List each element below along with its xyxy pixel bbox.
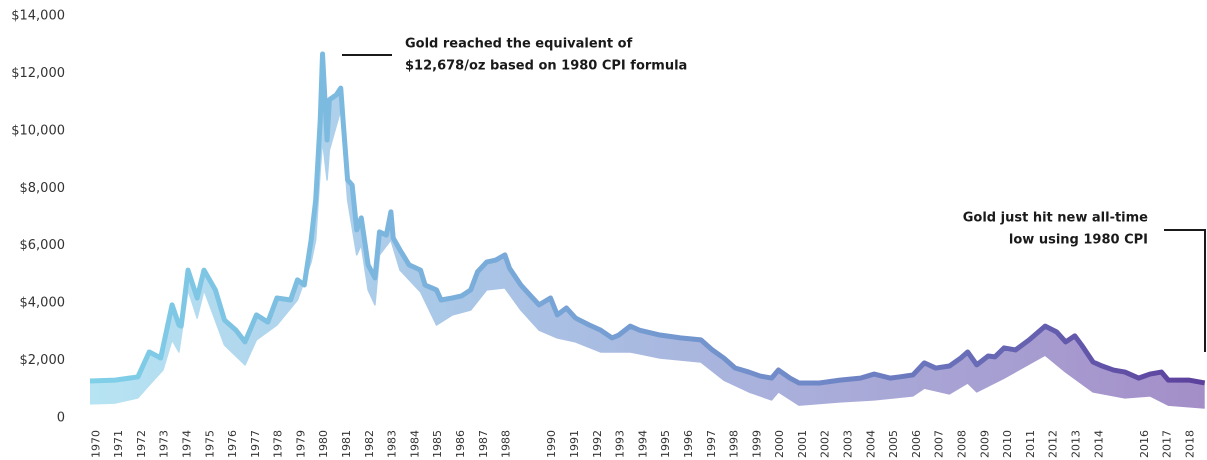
y-tick-label: $6,000 xyxy=(20,238,66,253)
x-tick-label: 1996 xyxy=(682,430,695,458)
x-tick-label: 1979 xyxy=(294,430,307,458)
x-tick-label: 1977 xyxy=(249,430,262,458)
x-tick-label: 1981 xyxy=(340,430,353,458)
y-tick-label: $4,000 xyxy=(20,296,66,311)
lower-line xyxy=(89,109,1205,409)
x-tick-label: 2011 xyxy=(1024,430,1037,458)
x-tick-label: 1985 xyxy=(431,430,444,458)
y-tick-label: 0 xyxy=(57,411,65,426)
x-tick-label: 1993 xyxy=(614,430,627,458)
x-tick-label: 2012 xyxy=(1047,430,1060,458)
x-tick-label: 1986 xyxy=(454,430,467,458)
x-tick-label: 2017 xyxy=(1161,430,1174,458)
x-tick-label: 2003 xyxy=(842,430,855,458)
x-tick-label: 2007 xyxy=(933,430,946,458)
annotation-leader xyxy=(1164,229,1206,352)
x-tick-label: 1975 xyxy=(203,430,216,458)
x-tick-label: 2001 xyxy=(796,430,809,458)
x-tick-label: 2000 xyxy=(773,430,786,458)
x-tick-label: 1972 xyxy=(135,430,148,458)
x-tick-label: 1991 xyxy=(568,430,581,458)
x-tick-label: 1974 xyxy=(180,430,193,458)
y-tick-label: $14,000 xyxy=(11,9,65,24)
y-tick-label: $12,000 xyxy=(11,66,65,81)
x-tick-label: 1995 xyxy=(659,430,672,458)
x-tick-label: 1973 xyxy=(158,430,171,458)
x-tick-label: 2002 xyxy=(819,430,832,458)
y-tick-label: $2,000 xyxy=(20,353,66,368)
x-tick-label: 1983 xyxy=(386,430,399,458)
x-tick-label: 2014 xyxy=(1092,430,1105,458)
annotation: Gold reached the equivalent of xyxy=(405,37,633,52)
x-tick-label: 1990 xyxy=(545,430,558,458)
x-tick-label: 2013 xyxy=(1070,430,1083,458)
x-tick-label: 2016 xyxy=(1138,430,1151,458)
x-tick-label: 1982 xyxy=(363,430,376,458)
x-tick-label: 1980 xyxy=(317,430,330,458)
y-tick-label: $8,000 xyxy=(20,181,66,196)
annotation: $12,678/oz based on 1980 CPI formula xyxy=(405,59,687,74)
x-tick-label: 2009 xyxy=(978,430,991,458)
x-tick-label: 2008 xyxy=(956,430,969,458)
x-tick-label: 2010 xyxy=(1001,430,1014,458)
x-tick-label: 1988 xyxy=(500,430,513,458)
x-tick-label: 1994 xyxy=(636,430,649,458)
annotation: low using 1980 CPI xyxy=(1009,233,1148,248)
x-tick-label: 1998 xyxy=(728,430,741,458)
x-tick-label: 1992 xyxy=(591,430,604,458)
x-tick-label: 1970 xyxy=(89,430,102,458)
x-tick-label: 1976 xyxy=(226,430,239,458)
x-tick-label: 2018 xyxy=(1183,430,1196,458)
x-tick-label: 2005 xyxy=(887,430,900,458)
x-tick-label: 2006 xyxy=(910,430,923,458)
x-tick-label: 1997 xyxy=(705,430,718,458)
x-tick-label: 1978 xyxy=(272,430,285,458)
upper-line xyxy=(89,51,1206,386)
x-tick-label: 1987 xyxy=(477,430,490,458)
annotation: Gold just hit new all-time xyxy=(963,211,1148,226)
x-tick-label: 1999 xyxy=(750,430,763,458)
x-tick-label: 1971 xyxy=(112,430,125,458)
y-tick-label: $10,000 xyxy=(11,123,65,138)
x-tick-label: 1984 xyxy=(408,430,421,458)
x-tick-label: 2004 xyxy=(864,430,877,458)
